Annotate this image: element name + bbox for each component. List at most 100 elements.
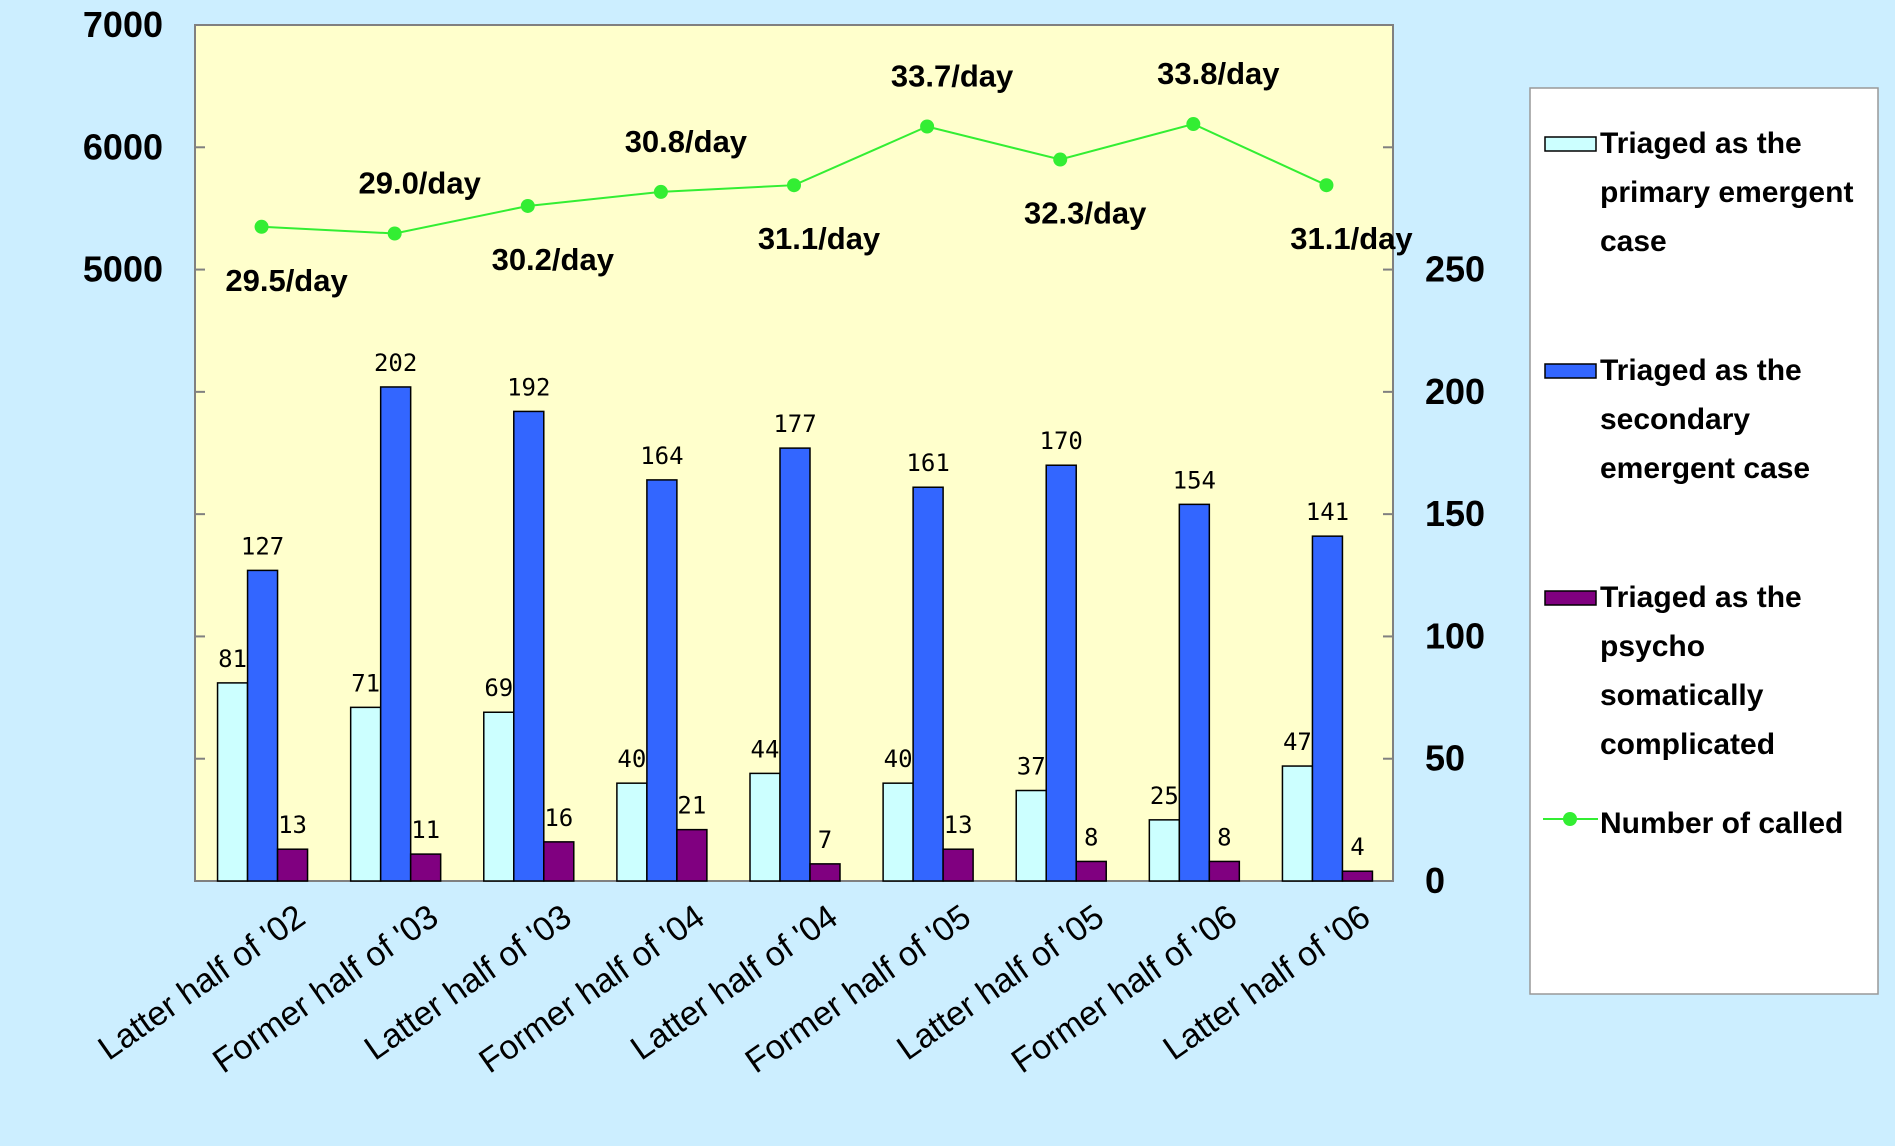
legend-swatch — [1544, 136, 1597, 152]
bar-data-label: 11 — [411, 816, 440, 844]
right-axis-tick-label: 0 — [1425, 860, 1445, 901]
bar-data-labels: 81 127 13 71 202 11 69 192 16 40 164 21 44 177 7 40 161 1… — [218, 349, 1365, 861]
bar-data-label: 13 — [944, 811, 973, 839]
bar-data-label: 25 — [1150, 782, 1179, 810]
bar — [912, 486, 944, 882]
right-axis-tick-label: 150 — [1425, 493, 1485, 534]
bar — [1075, 860, 1107, 882]
line-data-label: 31.1/day — [1290, 221, 1413, 256]
line-data-label: 33.7/day — [891, 58, 1014, 93]
gridlines — [195, 146, 1393, 760]
category-label: Former half of '03 — [206, 897, 445, 1080]
legend-swatch — [1544, 363, 1597, 379]
bar-data-label: 13 — [278, 811, 307, 839]
line-series — [254, 117, 1334, 241]
category-label: Former half of '05 — [739, 897, 978, 1080]
bar-data-label: 154 — [1173, 466, 1216, 494]
bar-data-label: 40 — [884, 745, 913, 773]
bar — [942, 848, 974, 882]
bar — [379, 386, 412, 882]
line-point — [387, 226, 402, 241]
line-data-label: 32.3/day — [1024, 196, 1147, 231]
bar — [409, 853, 442, 882]
category-label: Former half of '06 — [1005, 897, 1244, 1080]
bar-data-label: 8 — [1217, 823, 1231, 851]
legend-label: complicated — [1600, 728, 1775, 761]
bar — [882, 782, 914, 882]
legend-label: psycho — [1600, 630, 1705, 663]
line-point — [520, 198, 535, 213]
bar — [483, 711, 515, 882]
bar-data-label: 177 — [773, 410, 816, 438]
line-point — [1319, 178, 1334, 193]
bar-data-label: 164 — [640, 442, 683, 470]
bar-data-label: 141 — [1306, 498, 1349, 526]
line-point — [787, 178, 801, 193]
line-data-label: 30.8/day — [625, 124, 748, 159]
legend-label: Triaged as the — [1600, 354, 1802, 387]
left-axis-tick-label: 6000 — [83, 126, 163, 167]
bar-data-label: 71 — [351, 669, 380, 697]
bar-data-label: 161 — [906, 449, 949, 477]
legend: Triaged as the primary emergent case Triage… — [1543, 127, 1853, 840]
bar-data-label: 47 — [1283, 728, 1312, 756]
bar-series — [216, 386, 1374, 882]
bar — [1208, 860, 1241, 882]
legend-label: primary emergent — [1600, 176, 1853, 209]
line-point — [1053, 152, 1068, 167]
left-axis-tick-label: 7000 — [83, 4, 163, 45]
bar — [1178, 503, 1211, 882]
bar — [216, 682, 249, 882]
bar-data-label: 170 — [1040, 427, 1083, 455]
line-data-label: 31.1/day — [758, 221, 881, 256]
bar — [676, 828, 708, 882]
left-axis-tick-label: 5000 — [83, 249, 163, 290]
left-axis: 5000 6000 7000 — [83, 4, 163, 290]
bar — [1281, 765, 1314, 882]
line-data-label: 30.2/day — [492, 242, 615, 277]
line-data-label: 33.8/day — [1157, 56, 1280, 91]
right-axis-tick-label: 50 — [1425, 738, 1465, 779]
right-axis-tick-label: 250 — [1425, 249, 1485, 290]
bar-data-label: 69 — [484, 674, 513, 702]
line-point — [653, 184, 668, 199]
line-data-labels: 29.5/day 29.0/day 30.2/day 30.8/day 31.1/day… — [225, 56, 1413, 298]
bar-data-label: 202 — [374, 349, 417, 377]
line-point — [254, 219, 269, 234]
legend-label: somatically — [1600, 679, 1764, 712]
bar-data-label: 21 — [677, 792, 706, 820]
legend-label: Triaged as the — [1600, 581, 1802, 614]
legend-swatch — [1544, 590, 1597, 606]
category-label: Former half of '04 — [472, 897, 711, 1080]
bar-data-label: 8 — [1084, 823, 1098, 851]
bar — [513, 410, 545, 882]
bar-data-label: 37 — [1017, 753, 1046, 781]
bar-data-label: 192 — [507, 373, 550, 401]
bar — [1148, 819, 1181, 882]
bar — [616, 782, 648, 882]
line-point — [1186, 117, 1201, 132]
legend-label: Triaged as the — [1600, 127, 1802, 160]
bar — [749, 772, 781, 882]
bar-data-label: 40 — [617, 745, 646, 773]
bar-data-label: 4 — [1350, 833, 1364, 861]
legend-label: secondary — [1600, 403, 1750, 436]
bar — [1311, 535, 1344, 882]
bar — [246, 569, 279, 882]
legend-label: emergent case — [1600, 452, 1810, 485]
bar-data-label: 44 — [751, 735, 780, 763]
bar-data-label: 7 — [818, 826, 832, 854]
bar — [349, 706, 382, 882]
bar — [779, 447, 811, 882]
bar — [1015, 789, 1047, 882]
bar-data-label: 16 — [544, 804, 573, 832]
line-data-label: 29.5/day — [225, 263, 348, 298]
bar-data-label: 127 — [241, 532, 284, 560]
legend-label: Number of called — [1600, 807, 1843, 840]
line-data-label: 29.0/day — [358, 165, 481, 200]
line-point — [920, 119, 935, 134]
bar-data-label: 81 — [218, 645, 247, 673]
